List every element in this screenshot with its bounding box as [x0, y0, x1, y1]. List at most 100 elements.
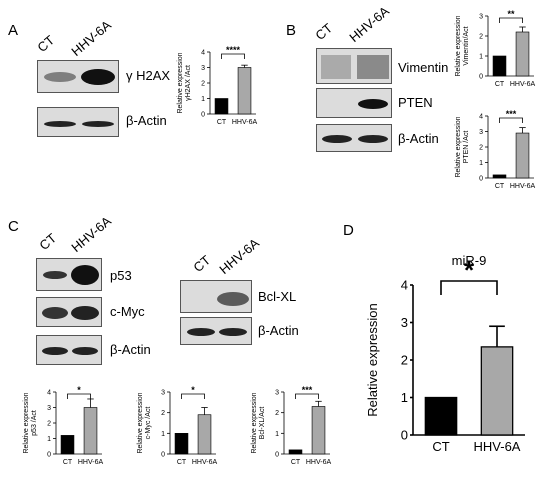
- bar-hhv-6a: [480, 346, 514, 436]
- x-tick-label: HHV-6A: [232, 119, 258, 126]
- bar-hhv-6a: [237, 67, 252, 115]
- significance-bracket: [440, 280, 498, 295]
- chart-b1: 0 1 2 3 Relative expression Vimentin/Act CT HHV…: [455, 9, 536, 88]
- bar-hhv-6a: [515, 31, 530, 77]
- bar-ct: [60, 435, 75, 455]
- x-tick-label: HHV-6A: [78, 459, 104, 466]
- blot-label-pten: PTEN: [398, 95, 433, 110]
- y-axis-label: Relative expression: [365, 303, 380, 416]
- chart-a: 0 1 2 3 4 Relative expression γH2AX /Act CT HHV-…: [177, 45, 258, 126]
- blot-bands-p53: [43, 265, 99, 285]
- y-tick-label: 2: [201, 80, 205, 87]
- significance-bracket: [499, 17, 523, 23]
- blot-label-p53: p53: [110, 268, 132, 283]
- y-tick-label: 2: [161, 410, 165, 417]
- x-tick-label: CT: [432, 439, 449, 454]
- bar-ct: [174, 433, 189, 455]
- y-axis-label: Relative expression: [23, 392, 30, 453]
- significance-marker: ****: [226, 45, 241, 55]
- significance-bracket: [67, 393, 91, 399]
- x-tick-label: CT: [495, 183, 505, 190]
- y-tick-label: 0: [479, 175, 483, 182]
- x-tick-label: HHV-6A: [510, 183, 536, 190]
- blot-label-actin-c2: β-Actin: [258, 323, 299, 338]
- significance-marker: ***: [506, 109, 517, 119]
- blot-actin-b: [316, 124, 392, 152]
- lane-label-ct-a: CT: [34, 32, 58, 55]
- blot-cmyc-c: [36, 297, 102, 327]
- significance-marker: *: [191, 385, 195, 395]
- significance-bracket: [221, 53, 245, 59]
- chart-d: miR-9 0 1 2 3 4 Relative expression CT HHV-6A *: [365, 253, 525, 454]
- blot-bands-cmyc: [42, 306, 99, 320]
- lane-label-ct-c2: CT: [190, 252, 214, 275]
- y-tick-label: 0: [401, 428, 408, 443]
- blot-label-actin-a: β-Actin: [126, 113, 167, 128]
- lane-label-hhv6a-c: HHV-6A: [68, 213, 114, 255]
- bar-ct: [288, 449, 303, 455]
- x-tick-label: HHV-6A: [474, 439, 521, 454]
- x-tick-label: CT: [291, 459, 301, 466]
- x-tick-label: CT: [217, 119, 227, 126]
- bar-ct: [492, 55, 507, 77]
- bar-hhv-6a: [515, 132, 530, 179]
- significance-bracket: [295, 393, 319, 399]
- y-tick-label: 4: [401, 278, 408, 293]
- blot-gh2ax-a: [37, 60, 119, 93]
- y-tick-label: 1: [401, 390, 408, 405]
- y-tick-label: 2: [47, 420, 51, 427]
- x-tick-label: CT: [495, 81, 505, 88]
- y-axis-label: Relative expression: [455, 116, 462, 177]
- y-tick-label: 4: [479, 113, 483, 120]
- lane-label-hhv6a-c2: HHV-6A: [216, 235, 262, 277]
- y-tick-label: 3: [47, 405, 51, 412]
- y-tick-label: 3: [479, 13, 483, 20]
- panel-label-a: A: [8, 22, 19, 39]
- chart-c3: 0 1 2 3 Relative expression Bcl-XL/Act CT HHV-6…: [251, 385, 332, 466]
- x-tick-label: HHV-6A: [510, 81, 536, 88]
- y-tick-label: 3: [479, 129, 483, 136]
- y-axis-label: Vimentin/Act: [463, 26, 470, 65]
- y-tick-label: 3: [401, 315, 408, 330]
- blot-bclxl-c: [180, 280, 252, 313]
- blot-actin-a: [37, 107, 119, 137]
- lane-label-hhv6a-a: HHV-6A: [68, 17, 114, 59]
- y-tick-label: 1: [479, 160, 483, 167]
- blot-bands-actin-a: [44, 121, 114, 127]
- y-tick-label: 0: [479, 73, 483, 80]
- bar-ct: [424, 396, 458, 436]
- y-axis-label: Relative expression: [251, 392, 258, 453]
- y-tick-label: 0: [47, 451, 51, 458]
- significance-marker: *: [77, 385, 81, 395]
- x-tick-label: CT: [63, 459, 73, 466]
- bar-hhv-6a: [311, 406, 326, 455]
- significance-marker: ***: [302, 385, 313, 395]
- lane-label-hhv6a-b: HHV-6A: [346, 3, 392, 46]
- blot-bands-bclxl: [217, 292, 249, 306]
- blot-vimentin-b: [316, 48, 392, 84]
- chart-c1: 0 1 2 3 4 Relative expression p53 /Act CT HHV-6A…: [23, 385, 104, 466]
- blot-bands-actin-c2: [187, 328, 247, 336]
- y-tick-label: 1: [47, 436, 51, 443]
- bar-ct: [492, 174, 507, 179]
- chart-b2: 0 1 2 3 4 Relative expression PTEN /Act CT HHV-6…: [455, 109, 536, 190]
- blot-label-bclxl: Bcl-XL: [258, 289, 297, 304]
- panel-label-d: D: [343, 222, 354, 239]
- y-axis-label: Bcl-XL/Act: [259, 407, 266, 440]
- significance-bracket: [181, 393, 205, 399]
- blot-p53-c: [36, 258, 102, 291]
- blot-bands-vimentin: [321, 55, 389, 79]
- y-tick-label: 1: [201, 96, 205, 103]
- y-tick-label: 0: [201, 111, 205, 118]
- y-axis-label: Relative expression: [177, 52, 184, 113]
- blot-bands-actin-b: [322, 135, 388, 143]
- bar-hhv-6a: [83, 407, 98, 455]
- y-tick-label: 3: [201, 65, 205, 72]
- blot-label-actin-b: β-Actin: [398, 131, 439, 146]
- x-tick-label: HHV-6A: [306, 459, 332, 466]
- blot-label-vimentin: Vimentin: [398, 60, 449, 75]
- y-tick-label: 0: [161, 451, 165, 458]
- blot-bands-pten: [358, 99, 388, 109]
- y-tick-label: 1: [479, 53, 483, 60]
- blot-bands-gh2ax: [44, 69, 115, 85]
